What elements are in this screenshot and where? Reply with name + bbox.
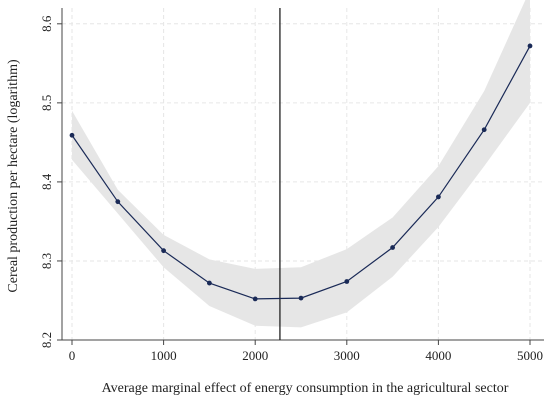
marker-layer <box>69 43 533 302</box>
data-point <box>390 245 395 250</box>
tick-label-layer: 0 1000 2000 3000 4000 5000 8.2 8.3 8.4 8.5 8.6 <box>39 15 543 363</box>
ci-band-layer <box>72 0 530 328</box>
data-point <box>115 199 121 205</box>
x-tick-label: 0 <box>69 348 76 363</box>
data-point <box>344 279 350 284</box>
y-tick-label: 8.3 <box>39 253 54 269</box>
data-point <box>207 280 212 286</box>
data-point <box>436 194 441 200</box>
y-tick-label: 8.5 <box>39 95 54 111</box>
x-axis-title: Average marginal effect of energy consum… <box>102 381 509 396</box>
data-point <box>69 132 75 138</box>
data-point <box>252 296 258 302</box>
y-tick-label: 8.6 <box>39 15 54 32</box>
x-tick-label: 2000 <box>242 348 268 363</box>
y-tick-label: 8.4 <box>39 173 54 190</box>
data-point <box>161 248 167 254</box>
data-point <box>481 127 487 133</box>
y-tick-label: 8.2 <box>39 332 54 348</box>
x-tick-label: 3000 <box>334 348 360 363</box>
y-axis-title: Cereal production per hectare (logarithm… <box>6 59 21 293</box>
x-tick-label: 5000 <box>517 348 543 363</box>
axis-layer <box>57 8 544 345</box>
data-point <box>527 43 533 49</box>
x-tick-label: 1000 <box>151 348 177 363</box>
x-tick-label: 4000 <box>425 348 451 363</box>
data-point <box>298 295 304 301</box>
confidence-band <box>72 0 530 328</box>
